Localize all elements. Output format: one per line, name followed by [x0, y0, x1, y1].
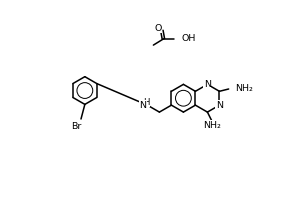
Text: N: N [204, 80, 211, 89]
Text: Br: Br [71, 122, 82, 131]
Text: NH₂: NH₂ [203, 121, 221, 130]
Text: N: N [216, 101, 223, 110]
Text: H: H [143, 98, 150, 107]
Text: NH₂: NH₂ [235, 84, 253, 93]
Text: OH: OH [181, 34, 196, 43]
Text: O: O [154, 24, 162, 33]
Text: N: N [139, 101, 146, 110]
